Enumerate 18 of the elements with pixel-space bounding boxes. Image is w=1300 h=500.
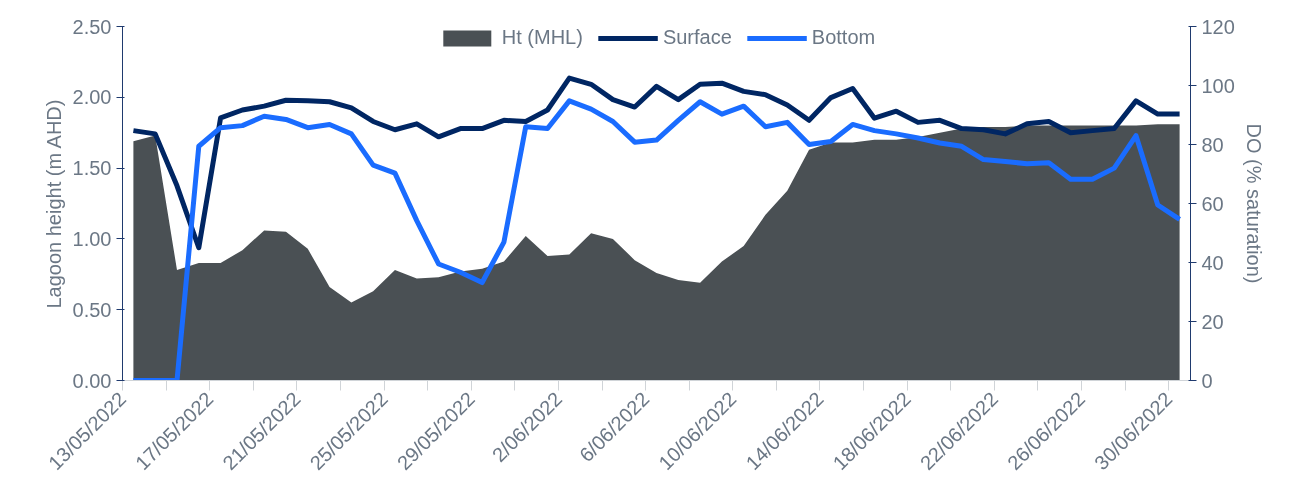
y2-tick-label: 100 [1201,74,1235,97]
y2-tick-label: 120 [1201,15,1235,38]
y-tick-label: 0.00 [72,369,112,392]
legend-label: Ht (MHL) [501,26,583,49]
y2-tick-label: 0 [1201,369,1213,392]
y2-axis-title: DO (% saturation) [1242,123,1265,284]
y-tick-label: 0.50 [72,298,112,321]
y2-tick-label: 80 [1201,133,1224,156]
y2-tick-label: 20 [1201,310,1224,333]
legend-label: Surface [662,26,732,49]
y2-tick-label: 40 [1201,251,1224,274]
y-tick-label: 2.00 [72,86,112,109]
y-tick-label: 2.50 [72,15,112,38]
legend-label: Bottom [811,26,876,49]
y-axis-title: Lagoon height (m AHD) [42,99,65,309]
y-tick-label: 1.00 [72,227,112,250]
y2-tick-label: 60 [1201,192,1224,215]
y-tick-label: 1.50 [72,157,112,180]
